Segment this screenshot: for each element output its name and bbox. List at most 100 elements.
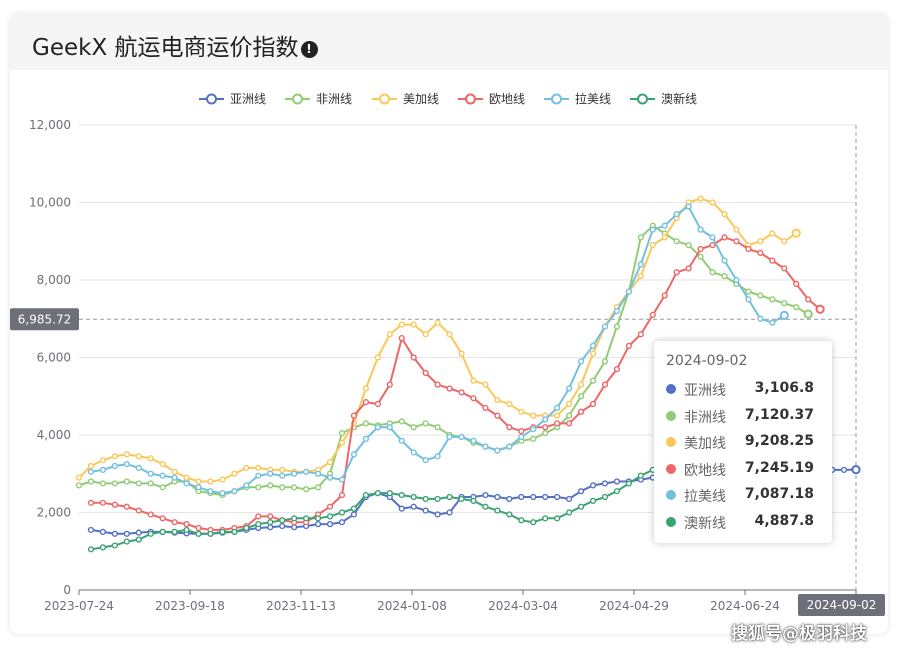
- data-point[interactable]: [422, 457, 429, 464]
- data-point[interactable]: [350, 451, 358, 458]
- data-point[interactable]: [243, 464, 250, 472]
- data-point[interactable]: [434, 495, 441, 503]
- data-point[interactable]: [542, 424, 549, 431]
- legend-item[interactable]: 拉美线: [544, 91, 611, 106]
- data-point[interactable]: [673, 269, 680, 276]
- data-point[interactable]: [434, 381, 441, 388]
- data-point[interactable]: [577, 381, 585, 388]
- data-point[interactable]: [446, 331, 453, 338]
- data-point[interactable]: [159, 472, 166, 479]
- data-point[interactable]: [398, 437, 405, 444]
- data-point[interactable]: [685, 242, 692, 249]
- data-point[interactable]: [267, 519, 274, 526]
- data-point[interactable]: [147, 511, 154, 518]
- data-point[interactable]: [291, 484, 298, 491]
- data-point[interactable]: [625, 288, 632, 295]
- data-point[interactable]: [673, 238, 680, 245]
- data-point[interactable]: [494, 493, 501, 501]
- data-point[interactable]: [530, 412, 537, 419]
- data-point[interactable]: [757, 315, 764, 322]
- data-point[interactable]: [721, 273, 728, 280]
- data-point[interactable]: [446, 509, 453, 516]
- data-point[interactable]: [506, 443, 513, 450]
- data-point[interactable]: [111, 462, 118, 470]
- data-point[interactable]: [267, 482, 274, 489]
- data-point[interactable]: [231, 488, 238, 495]
- data-point[interactable]: [374, 354, 381, 361]
- data-point[interactable]: [219, 528, 226, 535]
- legend-item[interactable]: 澳新线: [630, 91, 697, 106]
- data-point[interactable]: [422, 420, 429, 427]
- data-point[interactable]: [745, 245, 752, 253]
- data-point[interactable]: [255, 464, 262, 472]
- data-point[interactable]: [709, 234, 716, 241]
- data-point[interactable]: [637, 472, 644, 479]
- data-point[interactable]: [159, 528, 166, 535]
- data-point[interactable]: [362, 435, 369, 442]
- data-point[interactable]: [111, 530, 118, 537]
- data-point[interactable]: [183, 474, 190, 481]
- data-point[interactable]: [398, 418, 405, 425]
- data-point[interactable]: [506, 424, 513, 431]
- data-point[interactable]: [410, 354, 417, 361]
- data-point[interactable]: [697, 253, 704, 260]
- data-point[interactable]: [279, 484, 286, 491]
- data-point[interactable]: [111, 542, 118, 549]
- data-point[interactable]: [721, 211, 728, 218]
- data-point[interactable]: [159, 460, 166, 468]
- data-point[interactable]: [207, 488, 214, 495]
- data-point[interactable]: [709, 269, 716, 276]
- data-point[interactable]: [410, 493, 417, 501]
- data-point[interactable]: [733, 226, 740, 233]
- data-point[interactable]: [769, 319, 776, 326]
- data-point[interactable]: [135, 507, 142, 514]
- data-point[interactable]: [470, 377, 477, 384]
- data-point[interactable]: [255, 472, 262, 479]
- data-point[interactable]: [482, 503, 489, 510]
- data-point[interactable]: [99, 480, 107, 487]
- data-point[interactable]: [434, 453, 441, 460]
- data-point[interactable]: [554, 515, 561, 522]
- exclamation-circle-icon[interactable]: !: [300, 41, 318, 58]
- data-point[interactable]: [601, 323, 609, 330]
- data-point[interactable]: [422, 369, 429, 377]
- data-point[interactable]: [99, 499, 107, 506]
- data-point[interactable]: [470, 395, 477, 402]
- data-point[interactable]: [530, 493, 537, 501]
- data-point[interactable]: [147, 455, 154, 462]
- data-point[interactable]: [374, 400, 381, 408]
- data-point[interactable]: [123, 503, 130, 510]
- data-point[interactable]: [542, 429, 549, 437]
- data-point[interactable]: [87, 546, 95, 553]
- data-point[interactable]: [219, 490, 226, 497]
- data-point[interactable]: [386, 490, 393, 497]
- data-point[interactable]: [530, 426, 537, 433]
- data-point[interactable]: [685, 203, 692, 210]
- data-point[interactable]: [338, 491, 346, 499]
- data-point[interactable]: [434, 424, 441, 431]
- data-point[interactable]: [183, 526, 190, 534]
- data-point[interactable]: [803, 309, 813, 319]
- data-point[interactable]: [589, 482, 597, 489]
- data-point[interactable]: [554, 404, 561, 411]
- data-point[interactable]: [291, 515, 298, 522]
- data-point[interactable]: [446, 433, 453, 441]
- data-point[interactable]: [135, 464, 142, 472]
- data-point[interactable]: [613, 488, 621, 495]
- data-point[interactable]: [566, 495, 573, 503]
- data-point[interactable]: [267, 524, 274, 531]
- data-point[interactable]: [87, 526, 95, 534]
- data-point[interactable]: [518, 493, 525, 501]
- data-point[interactable]: [566, 509, 573, 516]
- data-point[interactable]: [518, 408, 525, 415]
- data-point[interactable]: [99, 528, 107, 535]
- data-point[interactable]: [482, 443, 489, 450]
- data-point[interactable]: [398, 321, 405, 328]
- data-point[interactable]: [530, 519, 537, 526]
- data-point[interactable]: [362, 398, 369, 406]
- data-point[interactable]: [303, 486, 310, 493]
- data-point[interactable]: [111, 453, 118, 460]
- data-point[interactable]: [757, 292, 764, 299]
- data-point[interactable]: [494, 412, 501, 419]
- data-point[interactable]: [577, 393, 585, 400]
